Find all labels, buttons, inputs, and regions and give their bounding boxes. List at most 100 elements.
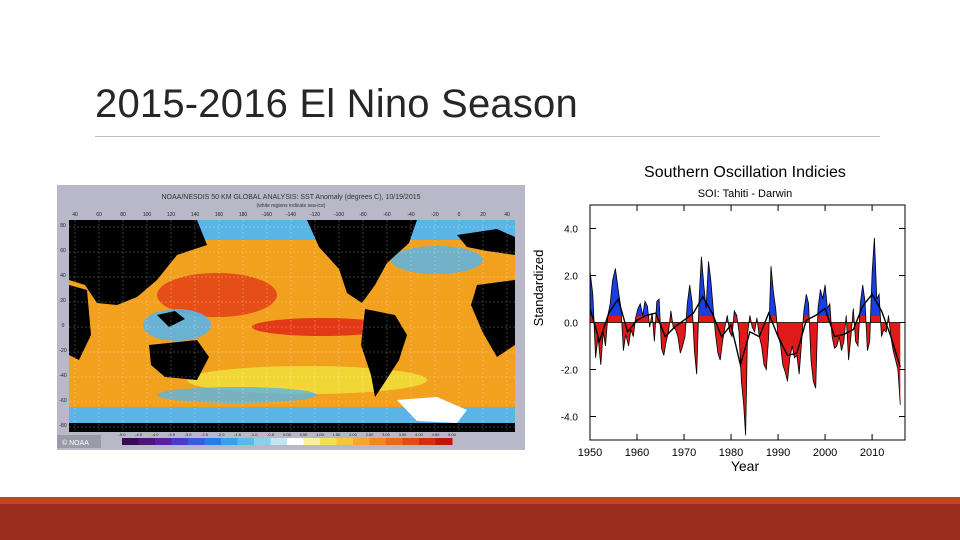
colorbar-swatch — [303, 438, 321, 445]
soi-monthly-line — [590, 237, 901, 436]
soi-smoothed-line — [590, 293, 901, 368]
colorbar-swatch — [287, 438, 304, 445]
map-lon-label: -100 — [334, 212, 344, 218]
indonesia-landmass — [157, 311, 185, 327]
map-lon-label: 40 — [72, 212, 78, 218]
map-colorbar-labels: -5.0 -4.5 -4.0 -3.5 -3.0 -2.5 -2.0 -1.5 -1.0 -0.5… — [119, 432, 457, 437]
southern-ocean-neutral — [187, 366, 427, 394]
colorbar-label: 2.00 — [349, 432, 358, 437]
y-tick-label: -2.0 — [561, 366, 579, 377]
x-tick-label: 1980 — [719, 447, 743, 459]
x-axis-label: Year — [731, 458, 760, 474]
map-lat-label: 20 — [60, 298, 66, 304]
colorbar-label: 1.50 — [333, 432, 342, 437]
colorbar-swatch — [336, 438, 354, 445]
south-america-landmass — [361, 309, 407, 397]
soi-negative-area — [590, 316, 901, 436]
map-lon-label: 100 — [143, 212, 152, 218]
colorbar-label: 3.50 — [399, 432, 408, 437]
north-america-landmass — [307, 220, 417, 303]
title-divider — [95, 136, 880, 137]
colorbar-swatch — [204, 438, 222, 445]
y-tick-label: 4.0 — [564, 225, 578, 236]
colorbar-label: 3.00 — [382, 432, 391, 437]
x-tick-label: 1970 — [672, 447, 696, 459]
colorbar-label: 4.50 — [432, 432, 441, 437]
colorbar-swatch — [402, 438, 420, 445]
colorbar-swatch — [221, 438, 238, 445]
map-lon-label: -120 — [310, 212, 320, 218]
map-subheader: (white regions indicate sea-ice) — [257, 203, 326, 209]
colorbar-label: 0.00 — [283, 432, 292, 437]
colorbar-swatch — [237, 438, 255, 445]
colorbar-swatch — [419, 438, 436, 445]
africa-east-landmass — [69, 285, 91, 360]
map-header: NOAA/NESDIS 50 KM GLOBAL ANALYSIS: SST A… — [162, 194, 421, 201]
map-longitude-labels: 40 60 80 100 120 140 160 180 -160 -140 -120 -100 -80… — [72, 212, 510, 218]
map-lon-label: 80 — [120, 212, 126, 218]
map-lon-label: 20 — [480, 212, 486, 218]
colorbar-label: -5.0 — [119, 432, 127, 437]
map-lon-label: 40 — [504, 212, 510, 218]
chart-title: Southern Oscillation Indicies — [644, 164, 846, 181]
antarctic-peninsula-ice — [397, 397, 467, 423]
map-lat-label: 0 — [62, 323, 65, 329]
x-tick-label: 2000 — [813, 447, 837, 459]
map-lat-label: 60 — [60, 248, 66, 254]
map-lon-label: 0 — [458, 212, 461, 218]
colorbar-label: -3.0 — [185, 432, 193, 437]
colorbar-label: -2.0 — [218, 432, 226, 437]
map-lat-label: -80 — [59, 423, 66, 429]
map-lon-label: -140 — [286, 212, 296, 218]
map-lon-label: 180 — [239, 212, 248, 218]
map-lon-label: 160 — [215, 212, 224, 218]
antarctica-landmass — [69, 423, 515, 432]
map-lon-label: -80 — [359, 212, 366, 218]
colorbar-swatch — [435, 438, 453, 445]
colorbar-label: -3.5 — [168, 432, 176, 437]
map-lon-label: -20 — [431, 212, 438, 218]
map-colorbar — [122, 438, 453, 445]
footer-bar — [0, 497, 960, 540]
map-lon-label: -40 — [407, 212, 414, 218]
map-lat-label: -20 — [59, 348, 66, 354]
colorbar-swatch — [188, 438, 205, 445]
africa-west-landmass — [471, 280, 515, 357]
map-lat-label: -40 — [59, 373, 66, 379]
colorbar-label: 4.00 — [415, 432, 424, 437]
map-graticule — [69, 220, 515, 432]
footer-accent-stripe — [0, 497, 960, 504]
chart-subtitle: SOI: Tahiti - Darwin — [698, 188, 793, 200]
y-tick-label: 0.0 — [564, 319, 578, 330]
north-pacific-warm-blob — [157, 273, 277, 317]
colorbar-label: -1.5 — [234, 432, 242, 437]
y-axis-label: Standardized — [531, 250, 546, 327]
europe-landmass — [457, 229, 515, 255]
north-atlantic-cool-patch — [391, 246, 483, 274]
map-lat-label: -60 — [59, 398, 66, 404]
colorbar-label: 5.00 — [448, 432, 457, 437]
colorbar-swatch — [353, 438, 370, 445]
sst-anomaly-map: NOAA/NESDIS 50 KM GLOBAL ANALYSIS: SST A… — [57, 185, 525, 450]
map-lon-label: 140 — [191, 212, 200, 218]
colorbar-swatch — [270, 438, 288, 445]
soi-chart: Southern Oscillation Indicies SOI: Tahit… — [531, 164, 906, 474]
map-lat-label: 40 — [60, 273, 66, 279]
map-lon-label: -160 — [262, 212, 272, 218]
colorbar-label: -4.0 — [152, 432, 160, 437]
x-tick-label: 2010 — [860, 447, 884, 459]
y-tick-label: 2.0 — [564, 272, 578, 283]
x-tick-label: 1950 — [578, 447, 602, 459]
colorbar-swatch — [320, 438, 337, 445]
slide-title: 2015-2016 El Nino Season — [95, 82, 578, 126]
y-tick-label: -4.0 — [561, 413, 579, 424]
asia-landmass — [69, 220, 207, 305]
map-lon-label: 60 — [96, 212, 102, 218]
colorbar-label: 1.00 — [316, 432, 325, 437]
colorbar-label: -1.0 — [251, 432, 259, 437]
map-lat-label: 80 — [60, 223, 66, 229]
colorbar-swatch — [138, 438, 156, 445]
colorbar-label: -2.5 — [201, 432, 209, 437]
noaa-credit: © NOAA — [62, 439, 89, 447]
colorbar-label: 0.50 — [300, 432, 309, 437]
